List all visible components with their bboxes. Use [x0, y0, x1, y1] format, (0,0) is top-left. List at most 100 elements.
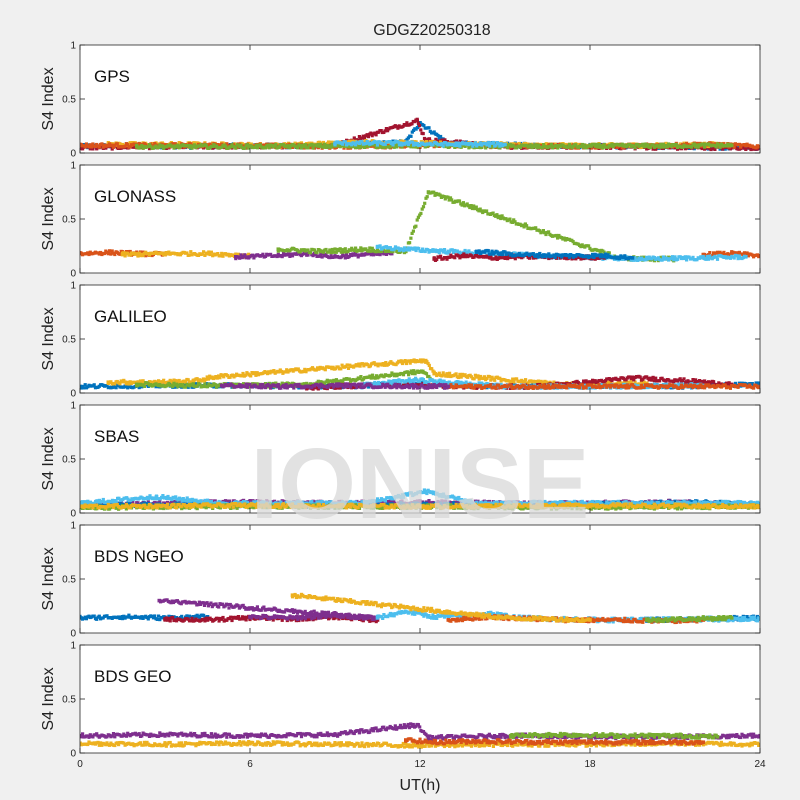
data-point	[500, 214, 504, 218]
data-point	[405, 140, 409, 144]
data-point	[732, 145, 736, 149]
data-point	[339, 250, 343, 254]
data-point	[397, 143, 401, 147]
data-point	[592, 255, 596, 259]
data-point	[185, 251, 189, 255]
data-point	[579, 245, 583, 249]
data-point	[362, 136, 367, 140]
data-point	[469, 375, 474, 379]
data-point	[176, 143, 180, 147]
data-point	[421, 247, 425, 251]
data-point	[678, 142, 682, 146]
data-point	[378, 253, 382, 257]
data-point	[750, 382, 754, 386]
data-point	[123, 380, 127, 384]
data-point	[205, 375, 209, 379]
data-point	[109, 380, 113, 384]
data-point	[704, 257, 708, 261]
data-point	[457, 141, 461, 145]
data-point	[691, 255, 695, 259]
data-point	[390, 141, 394, 145]
data-point	[208, 252, 212, 257]
data-point	[340, 363, 344, 367]
data-point	[320, 255, 324, 259]
data-point	[410, 231, 414, 235]
data-point	[126, 380, 130, 384]
data-point	[423, 249, 427, 254]
data-point	[508, 217, 512, 221]
data-point	[498, 144, 502, 148]
data-point	[538, 251, 542, 256]
data-point	[123, 144, 127, 148]
data-point	[162, 378, 166, 382]
data-point	[451, 250, 456, 254]
data-point	[226, 374, 230, 378]
data-point	[88, 147, 92, 151]
data-point	[598, 255, 602, 259]
data-point	[360, 140, 364, 144]
data-point	[405, 121, 409, 125]
data-point	[391, 143, 395, 147]
data-point	[136, 254, 140, 258]
data-point	[549, 142, 553, 147]
data-point	[357, 362, 361, 366]
data-point	[737, 142, 741, 146]
data-point	[576, 255, 580, 259]
data-point	[329, 145, 333, 149]
data-point	[499, 142, 503, 146]
data-point	[163, 253, 167, 257]
data-point	[229, 145, 233, 149]
data-point	[500, 253, 504, 257]
series-green	[134, 142, 734, 150]
data-point	[108, 142, 112, 146]
data-point	[541, 229, 545, 233]
data-point	[522, 225, 526, 229]
data-point	[735, 254, 739, 258]
data-point	[412, 143, 416, 147]
data-point	[283, 370, 288, 374]
data-point	[735, 251, 739, 255]
data-point	[432, 190, 436, 194]
data-point	[750, 253, 754, 257]
data-point	[404, 123, 408, 127]
data-point	[222, 375, 226, 379]
data-point	[409, 236, 413, 240]
data-point	[311, 254, 315, 258]
data-point	[377, 130, 381, 134]
data-point	[477, 249, 481, 253]
data-point	[606, 380, 610, 384]
data-point	[721, 147, 725, 151]
data-point	[442, 195, 446, 199]
data-point	[346, 366, 351, 370]
data-point	[187, 253, 192, 257]
data-point	[254, 143, 258, 147]
data-point	[446, 145, 450, 149]
data-point	[341, 248, 345, 252]
data-point	[267, 146, 271, 150]
data-point	[91, 142, 95, 146]
data-point	[593, 144, 597, 148]
data-point	[171, 144, 175, 148]
data-point	[641, 142, 645, 146]
plot-area	[80, 285, 760, 393]
data-point	[311, 146, 315, 150]
data-point	[467, 249, 471, 253]
data-point	[415, 145, 419, 149]
data-point	[652, 256, 656, 260]
data-point	[215, 376, 219, 380]
data-point	[589, 255, 593, 259]
data-point	[418, 145, 422, 149]
data-point	[512, 380, 516, 384]
data-point	[382, 145, 386, 150]
data-point	[406, 142, 410, 147]
data-point	[298, 250, 302, 254]
data-point	[591, 252, 595, 256]
data-point	[382, 363, 387, 367]
data-point	[490, 249, 494, 253]
data-point	[602, 143, 606, 147]
data-point	[154, 385, 158, 389]
data-point	[531, 252, 535, 256]
data-point	[374, 250, 378, 254]
data-point	[146, 144, 150, 149]
